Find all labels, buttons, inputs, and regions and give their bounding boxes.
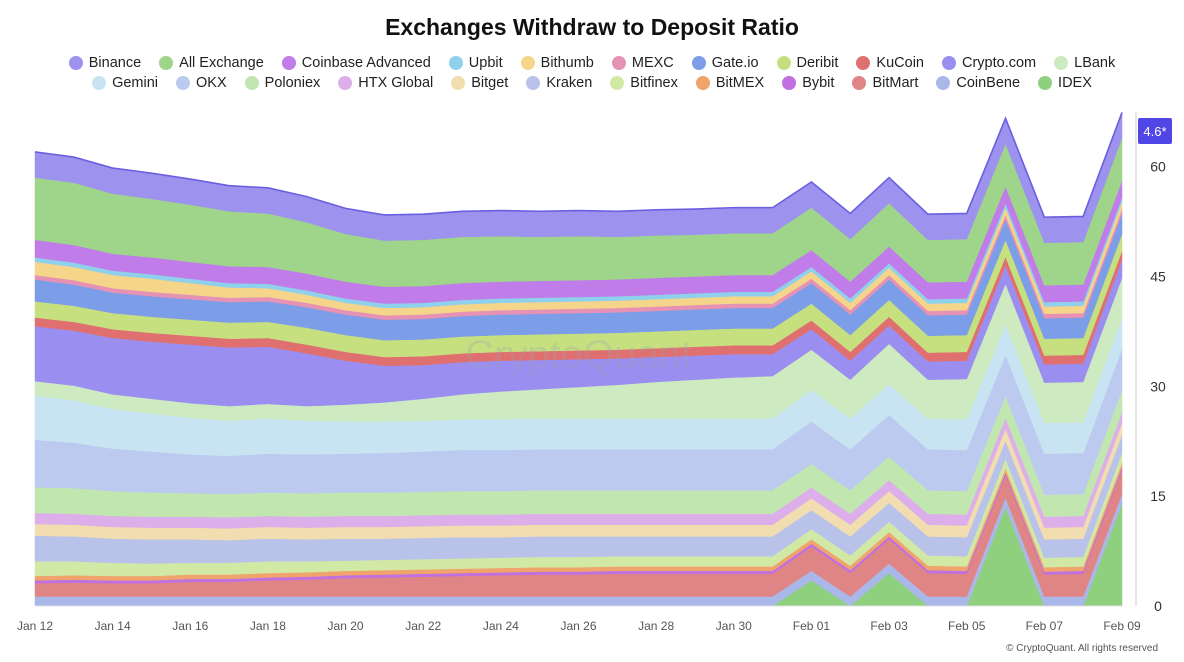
legend-label: Bybit xyxy=(802,75,835,91)
legend-label: Gemini xyxy=(112,75,159,91)
x-tick-label: Jan 22 xyxy=(405,619,441,633)
legend-marker xyxy=(941,56,956,70)
legend-marker xyxy=(68,56,83,70)
legend-marker xyxy=(856,56,871,70)
legend-item-coinbene[interactable]: CoinBene xyxy=(936,75,1020,91)
y-tick-label: 15 xyxy=(1150,488,1166,504)
legend-label: KuCoin xyxy=(876,55,924,71)
legend-item-upbit[interactable]: Upbit xyxy=(448,55,503,71)
x-tick-label: Jan 30 xyxy=(716,619,752,633)
legend-label: CoinBene xyxy=(956,75,1021,91)
legend-item-coinbase-advanced[interactable]: Coinbase Advanced xyxy=(281,55,431,71)
legend-label: Upbit xyxy=(468,55,503,71)
legend-item-crypto-com[interactable]: Crypto.com xyxy=(941,55,1037,71)
legend-marker xyxy=(448,56,463,70)
last-value-badge: 4.6* xyxy=(1138,118,1172,144)
legend-marker xyxy=(610,76,625,90)
legend-label: Gate.io xyxy=(711,55,759,71)
legend-label: Bitget xyxy=(471,75,509,91)
watermark: CryptoQuant xyxy=(465,333,692,377)
legend-marker xyxy=(451,76,466,90)
copyright-text: © CryptoQuant. All rights reserved xyxy=(1006,643,1158,654)
x-tick-label: Jan 16 xyxy=(172,619,208,633)
x-tick-label: Jan 12 xyxy=(17,619,53,633)
legend-item-poloniex[interactable]: Poloniex xyxy=(244,75,321,91)
legend-marker xyxy=(520,56,535,70)
legend-marker xyxy=(691,56,706,70)
legend-item-mexc[interactable]: MEXC xyxy=(611,55,674,71)
total-outline xyxy=(34,112,1123,218)
legend-label: LBank xyxy=(1074,55,1116,71)
legend-label: OKX xyxy=(196,75,227,91)
y-tick-label: 45 xyxy=(1150,268,1166,284)
legend-marker xyxy=(611,56,626,70)
legend-item-bybit[interactable]: Bybit xyxy=(782,75,834,91)
legend-item-all-exchange[interactable]: All Exchange xyxy=(159,55,264,71)
legend-marker xyxy=(776,56,791,70)
x-tick-label: Feb 05 xyxy=(948,619,986,633)
y-tick-label: 0 xyxy=(1154,598,1162,614)
legend-item-bitget[interactable]: Bitget xyxy=(451,75,508,91)
legend-label: Binance xyxy=(88,55,142,71)
x-tick-label: Feb 01 xyxy=(793,619,831,633)
legend-label: Poloniex xyxy=(264,75,321,91)
legend-item-bitmex[interactable]: BitMEX xyxy=(695,75,765,91)
legend-label: IDEX xyxy=(1058,75,1092,91)
area-layers xyxy=(34,112,1123,607)
legend-label: All Exchange xyxy=(179,55,264,71)
y-tick-label: 30 xyxy=(1150,378,1166,394)
legend-label: Deribit xyxy=(796,55,839,71)
legend-row-2: Gemini OKX Poloniex HTX Global Bitget Kraken B… xyxy=(0,75,1184,91)
legend-marker xyxy=(159,56,174,70)
legend-label: Bithumb xyxy=(540,55,594,71)
legend-marker xyxy=(695,76,710,90)
x-tick-label: Jan 14 xyxy=(95,619,131,633)
legend-item-idex[interactable]: IDEX xyxy=(1038,75,1092,91)
legend-label: BitMart xyxy=(872,75,919,91)
x-tick-label: Jan 26 xyxy=(560,619,596,633)
x-tick-label: Jan 18 xyxy=(250,619,286,633)
legend-item-htx-global[interactable]: HTX Global xyxy=(338,75,433,91)
legend-label: Bitfinex xyxy=(630,75,678,91)
legend-label: Coinbase Advanced xyxy=(301,55,431,71)
legend-item-gemini[interactable]: Gemini xyxy=(92,75,158,91)
legend-item-lbank[interactable]: LBank xyxy=(1054,55,1115,71)
legend-marker xyxy=(782,76,797,90)
x-tick-label: Jan 24 xyxy=(483,619,519,633)
legend-marker xyxy=(1054,56,1069,70)
legend-item-deribit[interactable]: Deribit xyxy=(776,55,839,71)
x-tick-label: Feb 07 xyxy=(1026,619,1064,633)
y-tick-label: 60 xyxy=(1150,159,1166,175)
legend-label: BitMEX xyxy=(715,75,765,91)
legend-label: Kraken xyxy=(546,75,593,91)
legend-marker xyxy=(281,56,296,70)
x-tick-label: Jan 20 xyxy=(328,619,364,633)
legend-label: Crypto.com xyxy=(961,55,1037,71)
legend-marker xyxy=(1038,76,1053,90)
x-tick-label: Feb 09 xyxy=(1103,619,1141,633)
legend-marker xyxy=(852,76,867,90)
chart-title: Exchanges Withdraw to Deposit Ratio xyxy=(385,14,799,40)
legend-row-1: Binance All Exchange Coinbase Advanced Upbi… xyxy=(0,55,1184,71)
legend-item-bithumb[interactable]: Bithumb xyxy=(520,55,594,71)
legend-marker xyxy=(338,76,353,90)
legend-marker xyxy=(176,76,191,90)
legend-item-gate-io[interactable]: Gate.io xyxy=(691,55,759,71)
legend-item-kraken[interactable]: Kraken xyxy=(526,75,592,91)
x-tick-label: Feb 03 xyxy=(870,619,908,633)
legend-item-okx[interactable]: OKX xyxy=(176,75,227,91)
x-tick-label: Jan 28 xyxy=(638,619,674,633)
legend-marker xyxy=(936,76,951,90)
legend-item-kucoin[interactable]: KuCoin xyxy=(856,55,924,71)
legend-label: MEXC xyxy=(631,55,674,71)
legend-item-bitfinex[interactable]: Bitfinex xyxy=(610,75,678,91)
legend-item-bitmart[interactable]: BitMart xyxy=(852,75,918,91)
legend-item-binance[interactable]: Binance xyxy=(68,55,142,71)
legend-marker xyxy=(92,76,107,90)
legend-marker xyxy=(526,76,541,90)
legend-label: HTX Global xyxy=(358,75,434,91)
legend-marker xyxy=(244,76,259,90)
